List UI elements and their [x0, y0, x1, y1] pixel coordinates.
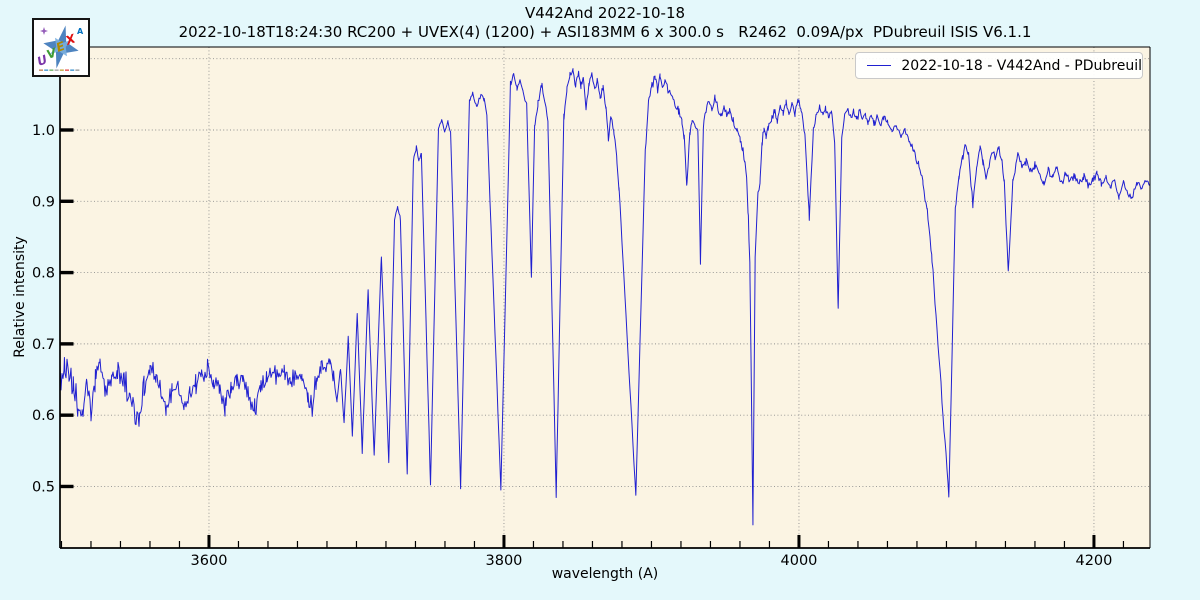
svg-text:0.6: 0.6	[32, 408, 55, 424]
logo-letter-u: U	[35, 52, 49, 69]
spectrum-line	[60, 68, 1150, 526]
plot-subtitle: 2022-10-18T18:24:30 RC200 + UVEX(4) (120…	[178, 23, 1032, 41]
svg-text:4000: 4000	[781, 553, 818, 569]
logo-caption-mark	[49, 69, 54, 71]
svg-text:0.8: 0.8	[32, 266, 55, 282]
plot-area	[60, 47, 1150, 548]
y-axis-label: Relative intensity	[12, 236, 28, 358]
y-tick-labels: 0.5 0.6 0.7 0.8 0.9 1.0	[32, 123, 55, 495]
svg-text:0.9: 0.9	[32, 194, 55, 210]
legend-line-swatch	[867, 65, 892, 66]
logo-letter-a: A	[77, 27, 84, 36]
svg-text:1.0: 1.0	[32, 123, 55, 139]
logo-caption-mark	[70, 69, 75, 71]
legend: 2022-10-18 - V442And - PDubreuil	[855, 52, 1143, 79]
logo-caption-mark	[75, 69, 80, 71]
x-axis-label: wavelength (A)	[551, 566, 659, 582]
axis-ticks	[60, 128, 1125, 548]
logo-star2-icon	[49, 37, 73, 57]
svg-text:0.7: 0.7	[32, 337, 55, 353]
plot-title: V442And 2022-10-18	[524, 4, 686, 22]
logo-sparkle-icon	[40, 27, 48, 35]
x-tick-labels: 3600 3800 4000 4200	[191, 553, 1113, 569]
logo-caption-mark	[65, 69, 69, 71]
svg-text:0.5: 0.5	[32, 479, 55, 495]
logo-caption-mark	[39, 69, 43, 71]
uvex-logo-art: UVEX A	[35, 25, 84, 71]
svg-text:3800: 3800	[486, 553, 523, 569]
legend-label: 2022-10-18 - V442And - PDubreuil	[901, 57, 1142, 74]
logo-caption-mark	[59, 69, 64, 71]
plot-frame	[59, 46, 1151, 549]
logo-caption-mark	[44, 69, 49, 71]
svg-text:4200: 4200	[1075, 553, 1112, 569]
svg-text:3600: 3600	[191, 553, 228, 569]
logo-caption-mark	[54, 69, 59, 71]
